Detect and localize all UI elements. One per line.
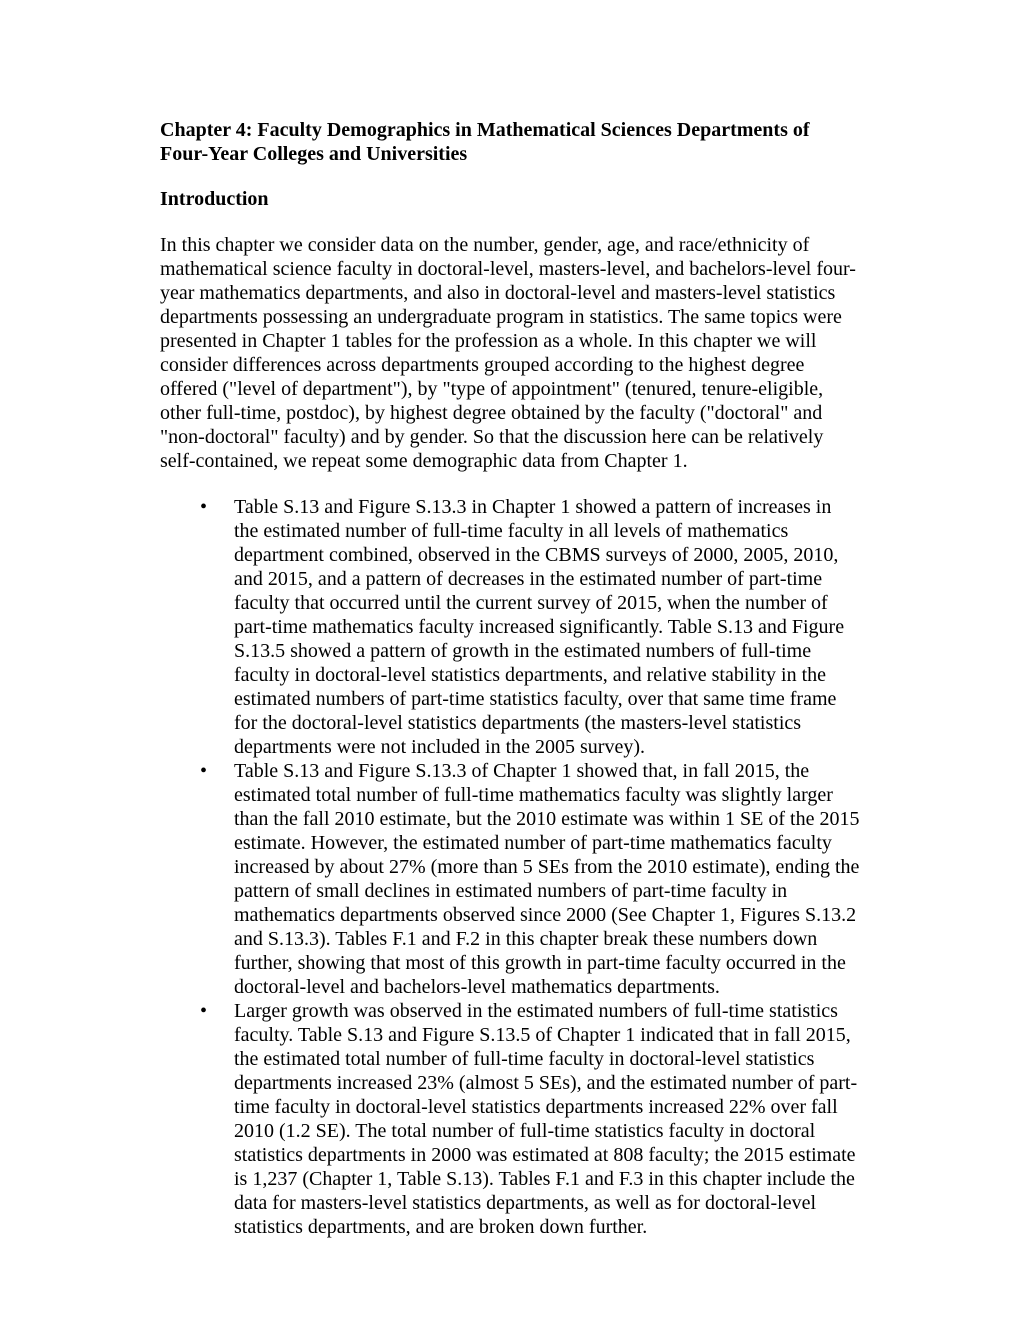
bullet-item: Larger growth was observed in the estima… (200, 999, 860, 1239)
document-page: Chapter 4: Faculty Demographics in Mathe… (0, 0, 1020, 1320)
bullet-item: Table S.13 and Figure S.13.3 of Chapter … (200, 759, 860, 999)
bullet-item: Table S.13 and Figure S.13.3 in Chapter … (200, 495, 860, 759)
intro-paragraph: In this chapter we consider data on the … (160, 233, 860, 473)
bullet-list: Table S.13 and Figure S.13.3 in Chapter … (200, 495, 860, 1239)
section-heading-introduction: Introduction (160, 188, 860, 211)
chapter-title: Chapter 4: Faculty Demographics in Mathe… (160, 118, 860, 166)
